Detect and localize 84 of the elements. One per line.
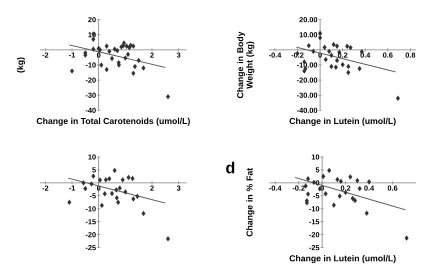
- point: [166, 236, 170, 242]
- point: [104, 66, 109, 72]
- point: [327, 48, 332, 54]
- point: [335, 58, 339, 63]
- point: [340, 62, 345, 68]
- point: [306, 191, 310, 197]
- point: [124, 44, 129, 49]
- point: [358, 186, 362, 192]
- point: [107, 48, 112, 54]
- point: [327, 168, 332, 173]
- point: [83, 186, 88, 192]
- point: [118, 186, 122, 191]
- point: [311, 48, 316, 54]
- point: [346, 64, 350, 70]
- point: [131, 44, 136, 49]
- y-axis-title: (kg): [16, 57, 26, 72]
- point: [364, 210, 369, 216]
- point: [348, 174, 352, 180]
- point: [358, 66, 362, 72]
- point: [321, 174, 326, 179]
- point: [115, 48, 120, 54]
- point: [131, 70, 136, 76]
- point: [112, 46, 117, 52]
- point: [126, 52, 130, 57]
- point: [70, 68, 74, 74]
- point: [91, 46, 96, 52]
- point: [306, 43, 311, 48]
- point: [318, 35, 322, 40]
- point: [107, 176, 112, 182]
- x-axis-title: Change in Lutein (umol/L): [290, 255, 396, 264]
- point: [142, 210, 146, 216]
- point: [350, 196, 355, 201]
- point: [166, 94, 170, 100]
- point: [348, 45, 353, 50]
- point: [90, 181, 94, 186]
- point: [332, 202, 336, 208]
- point: [302, 68, 306, 74]
- point: [355, 178, 360, 184]
- point: [322, 44, 327, 50]
- point: [130, 176, 135, 182]
- point: [100, 202, 104, 208]
- point: [67, 200, 72, 205]
- point: [126, 174, 131, 180]
- point: [123, 56, 128, 61]
- point: [91, 174, 96, 179]
- point: [99, 62, 104, 68]
- text: d: [226, 162, 234, 174]
- point: [338, 194, 342, 199]
- x-axis-title: Change in Total Carotenoids (umol/L): [36, 118, 190, 126]
- point: [128, 42, 133, 48]
- point: [135, 194, 140, 199]
- point: [324, 57, 328, 62]
- point: [334, 64, 338, 70]
- point: [335, 44, 339, 49]
- point: [318, 30, 322, 36]
- point: [324, 191, 328, 196]
- point: [114, 195, 119, 200]
- point: [346, 70, 350, 76]
- point: [104, 44, 109, 49]
- point: [306, 176, 310, 182]
- point: [98, 178, 102, 183]
- point: [104, 177, 108, 182]
- point: [131, 196, 136, 202]
- point: [116, 200, 120, 205]
- point: [329, 64, 334, 70]
- point: [120, 177, 125, 182]
- y-axis-title: Change in % Fat: [246, 168, 254, 236]
- y-axis-title: Change in Body Weight (kg): [236, 32, 254, 98]
- point: [114, 187, 118, 192]
- point: [332, 42, 336, 48]
- point: [136, 58, 141, 63]
- point: [112, 168, 117, 173]
- point: [82, 180, 86, 186]
- x-axis-title: Change in Lutein (umol/L): [290, 118, 396, 126]
- point: [367, 179, 372, 184]
- point: [123, 189, 128, 194]
- point: [132, 64, 137, 70]
- point: [102, 191, 107, 196]
- point: [345, 44, 350, 49]
- point: [335, 176, 340, 182]
- point: [338, 178, 343, 184]
- point: [329, 52, 334, 58]
- point: [396, 96, 400, 101]
- point: [404, 236, 409, 241]
